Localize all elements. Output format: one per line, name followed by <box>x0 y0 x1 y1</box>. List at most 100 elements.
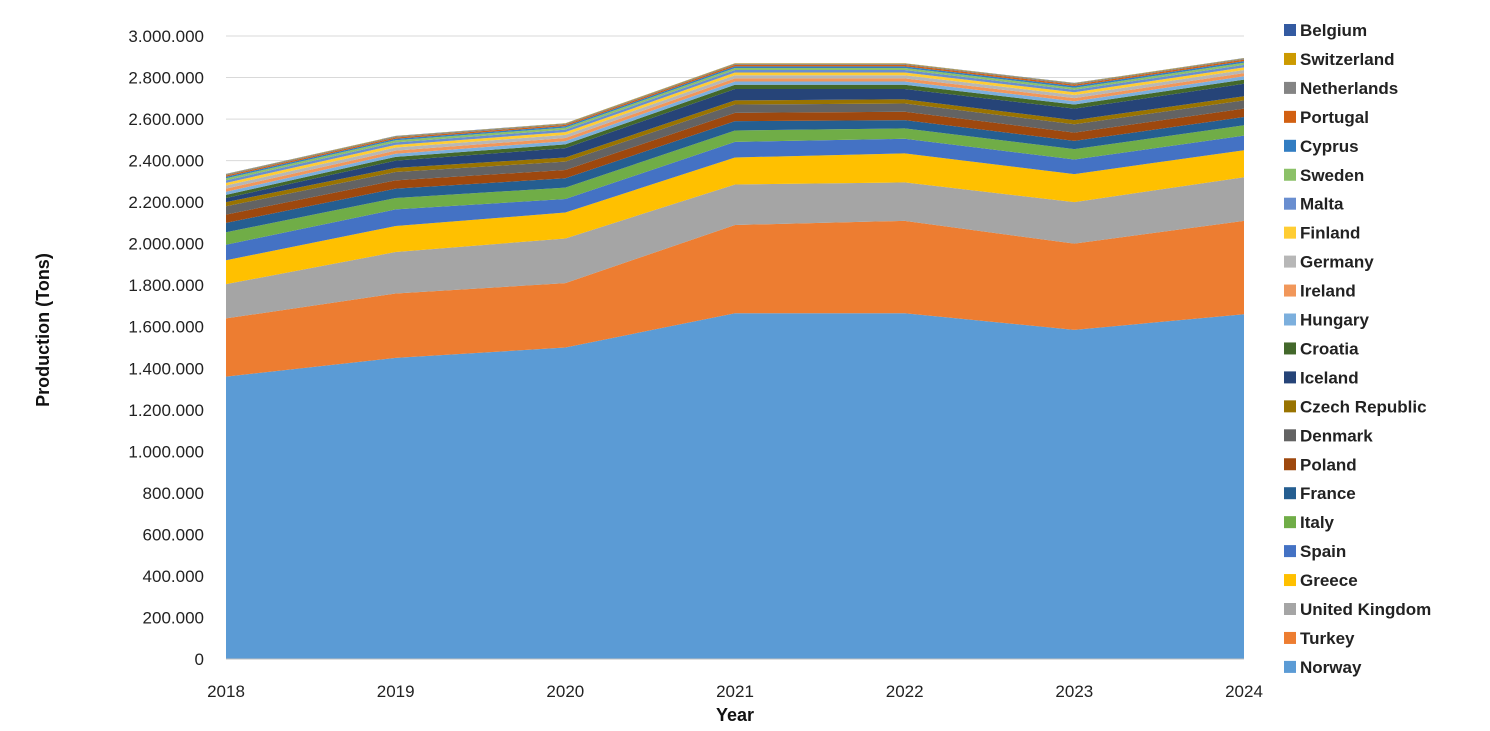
legend-swatch <box>1284 226 1296 239</box>
legend-swatch <box>1284 429 1296 442</box>
legend-item-portugal: Portugal <box>1284 108 1369 127</box>
legend-label: Switzerland <box>1300 50 1394 69</box>
x-tick-label: 2024 <box>1225 682 1263 701</box>
legend-swatch <box>1284 110 1296 123</box>
legend-swatch <box>1284 660 1296 673</box>
legend-item-czech-republic: Czech Republic <box>1284 397 1427 416</box>
legend-swatch <box>1284 52 1296 65</box>
legend-item-belgium: Belgium <box>1284 21 1367 40</box>
legend-item-croatia: Croatia <box>1284 339 1359 358</box>
legend-swatch <box>1284 255 1296 268</box>
legend-label: Ireland <box>1300 282 1356 301</box>
x-tick-label: 2020 <box>546 682 584 701</box>
legend-label: Hungary <box>1300 311 1370 330</box>
legend-label: Denmark <box>1300 426 1373 445</box>
legend-swatch <box>1284 487 1296 500</box>
legend-item-norway: Norway <box>1284 658 1362 677</box>
area-united-kingdom <box>226 177 1244 319</box>
legend-swatch <box>1284 400 1296 413</box>
y-tick-label: 2.200.000 <box>128 193 204 212</box>
legend-item-malta: Malta <box>1284 195 1344 214</box>
legend-swatch <box>1284 545 1296 558</box>
legend-label: Italy <box>1300 513 1335 532</box>
legend-item-cyprus: Cyprus <box>1284 137 1359 156</box>
legend-item-turkey: Turkey <box>1284 629 1355 648</box>
legend-label: Germany <box>1300 253 1374 272</box>
legend-item-italy: Italy <box>1284 513 1335 532</box>
legend-swatch <box>1284 81 1296 94</box>
legend-item-germany: Germany <box>1284 253 1374 272</box>
legend-swatch <box>1284 24 1296 36</box>
legend-swatch <box>1284 574 1296 587</box>
x-tick-labels: 2018 2019 2020 2021 2022 2023 2024 <box>207 682 1263 701</box>
legend-swatch <box>1284 197 1296 210</box>
legend-label: Iceland <box>1300 368 1359 387</box>
legend-label: Portugal <box>1300 108 1369 127</box>
x-tick-label: 2021 <box>716 682 754 701</box>
legend-item-poland: Poland <box>1284 455 1357 474</box>
y-tick-label: 0 <box>195 650 204 669</box>
legend-swatch <box>1284 313 1296 326</box>
legend-item-netherlands: Netherlands <box>1284 79 1398 98</box>
x-axis-title: Year <box>716 705 754 725</box>
x-tick-label: 2018 <box>207 682 245 701</box>
legend-item-ireland: Ireland <box>1284 282 1356 301</box>
legend-label: Malta <box>1300 195 1344 214</box>
y-tick-label: 1.800.000 <box>128 276 204 295</box>
legend-item-switzerland: Switzerland <box>1284 50 1394 69</box>
legend-item-hungary: Hungary <box>1284 311 1370 330</box>
legend-swatch <box>1284 168 1296 181</box>
legend-item-iceland: Iceland <box>1284 368 1359 387</box>
legend-swatch <box>1284 371 1296 384</box>
legend-swatch <box>1284 631 1296 644</box>
y-tick-label: 3.000.000 <box>128 27 204 46</box>
legend-item-united-kingdom: United Kingdom <box>1284 600 1431 619</box>
legend-swatch <box>1284 458 1296 471</box>
x-tick-label: 2023 <box>1055 682 1093 701</box>
legend-swatch <box>1284 603 1296 615</box>
legend-swatch <box>1284 342 1296 355</box>
y-tick-label: 800.000 <box>143 484 204 503</box>
legend-label: Croatia <box>1300 339 1359 358</box>
legend-label: Spain <box>1300 542 1346 561</box>
y-tick-label: 400.000 <box>143 567 204 586</box>
legend-swatch <box>1284 139 1296 152</box>
legend-label: France <box>1300 484 1356 503</box>
legend-label: Poland <box>1300 455 1357 474</box>
y-tick-label: 2.600.000 <box>128 110 204 129</box>
y-tick-label: 1.600.000 <box>128 318 204 337</box>
area-series-group <box>226 58 1244 659</box>
area-norway <box>226 313 1244 659</box>
legend-label: Turkey <box>1300 629 1355 648</box>
y-tick-label: 1.000.000 <box>128 442 204 461</box>
legend-swatch <box>1284 284 1296 297</box>
area-greece <box>226 150 1244 285</box>
legend-item-finland: Finland <box>1284 224 1360 243</box>
y-tick-label: 600.000 <box>143 525 204 544</box>
y-tick-label: 2.400.000 <box>128 152 204 171</box>
legend-item-denmark: Denmark <box>1284 426 1373 445</box>
legend-item-sweden: Sweden <box>1284 166 1364 185</box>
legend-item-greece: Greece <box>1284 571 1358 590</box>
x-tick-label: 2019 <box>377 682 415 701</box>
legend-label: Netherlands <box>1300 79 1398 98</box>
area-turkey <box>226 220 1244 377</box>
legend-label: Czech Republic <box>1300 397 1427 416</box>
legend-swatch <box>1284 516 1296 529</box>
legend-item-spain: Spain <box>1284 542 1346 561</box>
legend-label: Finland <box>1300 224 1360 243</box>
legend-label: Belgium <box>1300 21 1367 40</box>
legend-item-france: France <box>1284 484 1356 503</box>
y-tick-label: 1.200.000 <box>128 401 204 420</box>
legend-label: Greece <box>1300 571 1358 590</box>
x-tick-label: 2022 <box>886 682 924 701</box>
legend-label: United Kingdom <box>1300 600 1431 619</box>
y-tick-label: 200.000 <box>143 608 204 627</box>
y-tick-label: 2.800.000 <box>128 69 204 88</box>
legend-label: Sweden <box>1300 166 1364 185</box>
legend-label: Norway <box>1300 658 1362 677</box>
y-tick-label: 1.400.000 <box>128 359 204 378</box>
legend-label: Cyprus <box>1300 137 1359 156</box>
